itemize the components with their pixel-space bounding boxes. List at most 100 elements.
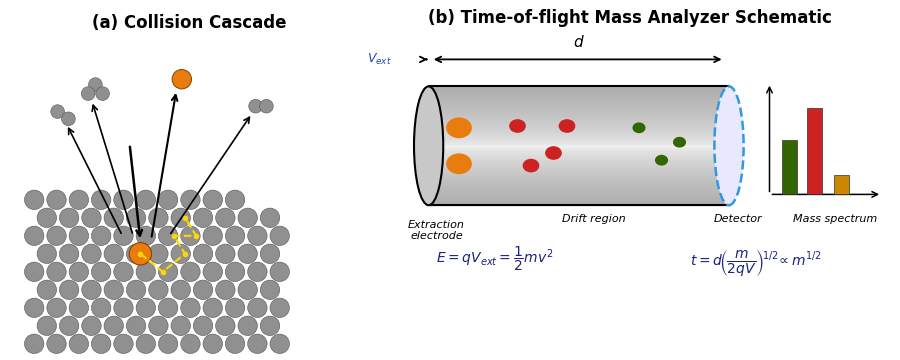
- Circle shape: [270, 226, 290, 246]
- Circle shape: [104, 208, 123, 228]
- Circle shape: [136, 298, 156, 318]
- Circle shape: [203, 190, 222, 210]
- Text: Drift region: Drift region: [562, 214, 626, 224]
- Circle shape: [181, 226, 200, 246]
- Circle shape: [181, 298, 200, 318]
- Circle shape: [248, 298, 267, 318]
- Circle shape: [225, 226, 245, 246]
- Circle shape: [158, 262, 178, 282]
- Circle shape: [37, 208, 57, 228]
- Circle shape: [126, 316, 146, 336]
- Circle shape: [203, 334, 222, 354]
- Circle shape: [203, 262, 222, 282]
- Circle shape: [225, 298, 245, 318]
- Circle shape: [259, 99, 274, 113]
- Circle shape: [37, 244, 57, 264]
- Text: $t = d\!\left(\dfrac{\,m\,}{2qV}\right)^{\!1/2}\!\propto m^{1/2}$: $t = d\!\left(\dfrac{\,m\,}{2qV}\right)^…: [690, 248, 822, 278]
- Circle shape: [82, 208, 101, 228]
- Circle shape: [225, 262, 245, 282]
- Circle shape: [194, 316, 212, 336]
- Circle shape: [260, 244, 280, 264]
- Circle shape: [148, 244, 168, 264]
- Circle shape: [545, 147, 562, 159]
- Circle shape: [270, 334, 290, 354]
- Circle shape: [447, 154, 472, 174]
- Circle shape: [24, 190, 44, 210]
- Circle shape: [248, 334, 267, 354]
- Circle shape: [24, 226, 44, 246]
- Circle shape: [113, 298, 133, 318]
- Circle shape: [59, 280, 79, 300]
- Circle shape: [181, 262, 200, 282]
- Circle shape: [158, 190, 178, 210]
- Circle shape: [216, 280, 235, 300]
- Circle shape: [69, 262, 88, 282]
- Circle shape: [171, 280, 191, 300]
- Circle shape: [37, 316, 57, 336]
- Bar: [782, 140, 797, 194]
- Text: (b) Time-of-flight Mass Analyzer Schematic: (b) Time-of-flight Mass Analyzer Schemat…: [428, 9, 832, 27]
- Circle shape: [113, 262, 133, 282]
- Circle shape: [248, 226, 267, 246]
- Circle shape: [270, 298, 290, 318]
- Circle shape: [194, 244, 212, 264]
- Text: $E = qV_{ext} = \dfrac{1}{2}mv^2$: $E = qV_{ext} = \dfrac{1}{2}mv^2$: [436, 245, 554, 273]
- Circle shape: [50, 105, 65, 118]
- Circle shape: [172, 69, 192, 89]
- Text: $d$: $d$: [573, 35, 585, 50]
- Circle shape: [509, 120, 526, 132]
- Circle shape: [238, 280, 257, 300]
- Circle shape: [92, 262, 111, 282]
- Circle shape: [59, 244, 79, 264]
- Circle shape: [560, 120, 574, 132]
- Bar: [833, 175, 849, 194]
- Circle shape: [59, 316, 79, 336]
- Circle shape: [270, 262, 290, 282]
- Circle shape: [655, 156, 668, 165]
- Circle shape: [158, 298, 178, 318]
- Circle shape: [148, 316, 168, 336]
- Circle shape: [260, 208, 280, 228]
- Circle shape: [171, 316, 191, 336]
- Circle shape: [171, 208, 191, 228]
- Circle shape: [24, 334, 44, 354]
- Circle shape: [181, 334, 200, 354]
- Circle shape: [92, 334, 111, 354]
- Text: Detector: Detector: [714, 214, 762, 224]
- Circle shape: [69, 190, 88, 210]
- Circle shape: [136, 226, 156, 246]
- Circle shape: [126, 280, 146, 300]
- Circle shape: [148, 208, 168, 228]
- Circle shape: [238, 244, 257, 264]
- Circle shape: [47, 262, 67, 282]
- Circle shape: [158, 334, 178, 354]
- Circle shape: [148, 280, 168, 300]
- Circle shape: [47, 226, 67, 246]
- Circle shape: [126, 244, 146, 264]
- Ellipse shape: [414, 86, 443, 205]
- Circle shape: [104, 280, 123, 300]
- Circle shape: [171, 244, 191, 264]
- Text: $V_{ext}$: $V_{ext}$: [367, 52, 392, 67]
- Circle shape: [88, 78, 103, 91]
- Circle shape: [260, 316, 280, 336]
- Circle shape: [82, 316, 101, 336]
- Circle shape: [158, 226, 178, 246]
- Text: Extraction
electrode: Extraction electrode: [408, 220, 465, 241]
- Circle shape: [24, 262, 44, 282]
- Circle shape: [524, 159, 538, 172]
- Circle shape: [104, 316, 123, 336]
- Circle shape: [216, 316, 235, 336]
- Circle shape: [82, 280, 101, 300]
- Circle shape: [238, 316, 257, 336]
- Text: Mass spectrum: Mass spectrum: [793, 214, 877, 224]
- Circle shape: [82, 244, 101, 264]
- Circle shape: [203, 226, 222, 246]
- Circle shape: [95, 87, 110, 100]
- Circle shape: [238, 208, 257, 228]
- Circle shape: [81, 87, 95, 100]
- Circle shape: [216, 208, 235, 228]
- Circle shape: [130, 243, 151, 265]
- Ellipse shape: [715, 86, 743, 205]
- Circle shape: [225, 334, 245, 354]
